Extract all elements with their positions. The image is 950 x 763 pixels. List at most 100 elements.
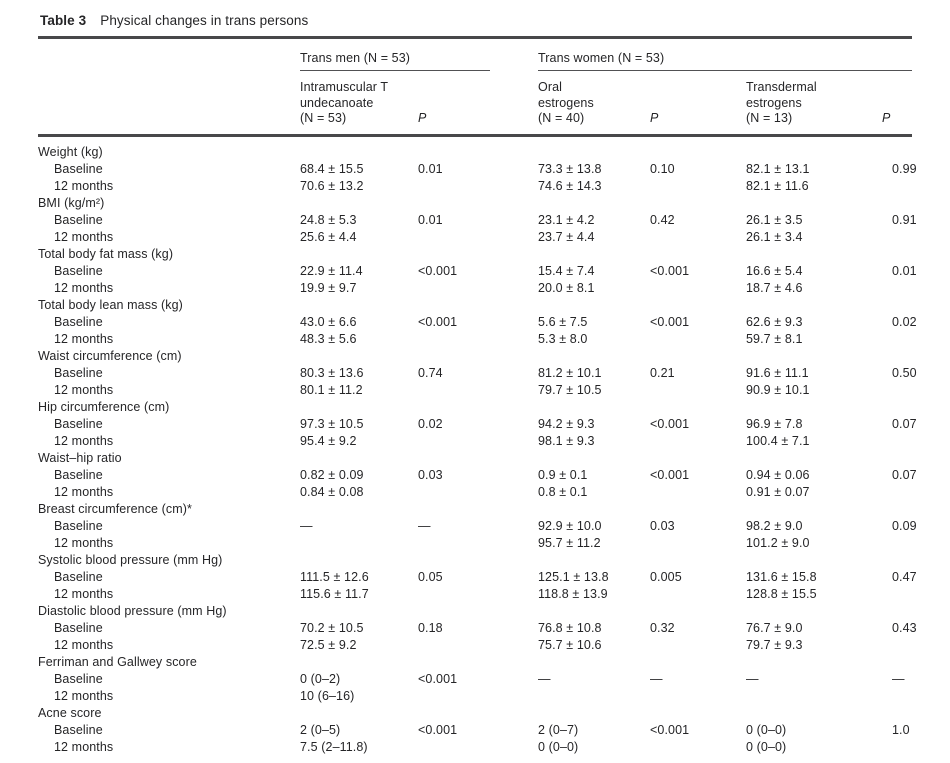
value-cell: 24.8 ± 5.3 bbox=[300, 212, 357, 227]
section-label: Total body fat mass (kg) bbox=[38, 246, 174, 261]
row-label: Baseline bbox=[54, 161, 103, 176]
group-header-row: Trans men (N = 53) Trans women (N = 53) bbox=[38, 38, 913, 72]
p-value-cell bbox=[650, 484, 746, 501]
value-cell bbox=[538, 688, 650, 705]
p-value-cell: 0.99 bbox=[892, 161, 917, 176]
table-row: Baseline 68.4 ± 15.5 0.01 73.3 ± 13.8 0.10 82… bbox=[38, 161, 917, 178]
section-label-row: Waist–hip ratio bbox=[38, 450, 912, 467]
section-label: Hip circumference (cm) bbox=[38, 399, 170, 414]
column-header-im-t-undecanoate: Intramuscular T undecanoate (N = 53) bbox=[300, 71, 418, 137]
row-label: 12 months bbox=[54, 433, 114, 448]
section-label: Systolic blood pressure (mm Hg) bbox=[38, 552, 223, 567]
value-cell: 73.3 ± 13.8 bbox=[538, 161, 602, 176]
p-value-cell: 0.05 bbox=[418, 569, 443, 584]
p-value-cell bbox=[882, 433, 912, 450]
value-cell: 72.5 ± 9.2 bbox=[300, 637, 357, 652]
p-value-cell bbox=[418, 280, 538, 297]
value-cell: 0 (0–2) bbox=[300, 671, 341, 686]
table-row: Baseline 43.0 ± 6.6 <0.001 5.6 ± 7.5 <0.001 6… bbox=[38, 314, 917, 331]
p-value-cell: 0.91 bbox=[892, 212, 917, 227]
group-header-spacer bbox=[38, 38, 300, 72]
section-label: Breast circumference (cm)* bbox=[38, 501, 193, 516]
p-value-cell: — bbox=[650, 671, 663, 686]
section-label-row: Systolic blood pressure (mm Hg) bbox=[38, 552, 912, 569]
value-cell: 91.6 ± 11.1 bbox=[746, 365, 809, 380]
value-cell: 48.3 ± 5.6 bbox=[300, 331, 357, 346]
value-cell: 92.9 ± 10.0 bbox=[538, 518, 602, 533]
p-value-cell bbox=[650, 739, 746, 763]
row-label: 12 months bbox=[54, 229, 114, 244]
row-label: 12 months bbox=[54, 382, 114, 397]
value-cell: 79.7 ± 9.3 bbox=[746, 637, 803, 652]
value-cell: 80.1 ± 11.2 bbox=[300, 382, 363, 397]
value-cell: 98.1 ± 9.3 bbox=[538, 433, 595, 448]
value-cell: 26.1 ± 3.5 bbox=[746, 212, 803, 227]
value-cell: 0.91 ± 0.07 bbox=[746, 484, 810, 499]
value-cell: 96.9 ± 7.8 bbox=[746, 416, 803, 431]
value-cell: 76.7 ± 9.0 bbox=[746, 620, 803, 635]
table-row: Baseline 2 (0–5) <0.001 2 (0–7) <0.001 0 (0–0… bbox=[38, 722, 912, 739]
p-value-cell bbox=[650, 331, 746, 348]
table-row: 12 months 10 (6–16) bbox=[38, 688, 912, 705]
value-cell: 20.0 ± 8.1 bbox=[538, 280, 595, 295]
row-label: 12 months bbox=[54, 331, 114, 346]
p-value-cell bbox=[882, 739, 912, 763]
p-value-cell: 0.02 bbox=[892, 314, 917, 329]
p-value-cell: 0.47 bbox=[892, 569, 917, 584]
p-value-cell: 0.03 bbox=[418, 467, 443, 482]
value-cell: 82.1 ± 11.6 bbox=[746, 178, 809, 193]
value-cell: 2 (0–5) bbox=[300, 722, 341, 737]
table-row: Baseline 111.5 ± 12.6 0.05 125.1 ± 13.8 0.00… bbox=[38, 569, 917, 586]
value-cell: 75.7 ± 10.6 bbox=[538, 637, 602, 652]
p-value-cell bbox=[418, 535, 538, 552]
value-cell: 90.9 ± 10.1 bbox=[746, 382, 810, 397]
row-label: Baseline bbox=[54, 365, 103, 380]
table-row: 12 months 72.5 ± 9.2 75.7 ± 10.6 79.7 ± 9.3 bbox=[38, 637, 912, 654]
section-label: Waist circumference (cm) bbox=[38, 348, 182, 363]
value-cell: 43.0 ± 6.6 bbox=[300, 314, 357, 329]
p-value-cell bbox=[882, 586, 912, 603]
p-value-cell bbox=[882, 331, 912, 348]
value-cell: — bbox=[538, 671, 551, 686]
p-value-cell: 0.09 bbox=[892, 518, 917, 533]
p-value-cell: 0.74 bbox=[418, 365, 443, 380]
value-cell: 115.6 ± 11.7 bbox=[300, 586, 369, 601]
column-header-spacer bbox=[38, 71, 300, 137]
value-cell: 19.9 ± 9.7 bbox=[300, 280, 357, 295]
value-cell: 131.6 ± 15.8 bbox=[746, 569, 817, 584]
p-value-cell: <0.001 bbox=[418, 314, 458, 329]
value-cell: 128.8 ± 15.5 bbox=[746, 586, 817, 601]
row-label: Baseline bbox=[54, 416, 103, 431]
table-row: 12 months 7.5 (2–11.8) 0 (0–0) 0 (0–0) bbox=[38, 739, 912, 763]
p-value-cell bbox=[650, 229, 746, 246]
section-label: Weight (kg) bbox=[38, 144, 103, 159]
value-cell: 70.2 ± 10.5 bbox=[300, 620, 364, 635]
group-header-trans-women-label: Trans women (N = 53) bbox=[538, 51, 913, 71]
value-cell: 81.2 ± 10.1 bbox=[538, 365, 602, 380]
group-header-trans-men: Trans men (N = 53) bbox=[300, 38, 538, 71]
section-label: BMI (kg/m²) bbox=[38, 195, 105, 210]
table-row: Baseline — — 92.9 ± 10.0 0.03 98.2 ± 9.0 0.09 bbox=[38, 518, 917, 535]
section-label-row: BMI (kg/m²) bbox=[38, 195, 912, 212]
row-label: 12 months bbox=[54, 484, 114, 499]
value-cell: 68.4 ± 15.5 bbox=[300, 161, 364, 176]
p-value-cell bbox=[882, 280, 912, 297]
row-label: Baseline bbox=[54, 518, 103, 533]
value-cell: 79.7 ± 10.5 bbox=[538, 382, 602, 397]
section-label-row: Weight (kg) bbox=[38, 135, 912, 161]
table-title: Physical changes in trans persons bbox=[100, 13, 309, 28]
value-cell: — bbox=[300, 518, 313, 533]
column-header-row: Intramuscular T undecanoate (N = 53) P O… bbox=[38, 71, 913, 137]
value-cell: 100.4 ± 7.1 bbox=[746, 433, 810, 448]
section-label: Waist–hip ratio bbox=[38, 450, 122, 465]
section-label-row: Total body lean mass (kg) bbox=[38, 297, 912, 314]
section-label-row: Acne score bbox=[38, 705, 912, 722]
p-value-cell: 0.07 bbox=[892, 467, 917, 482]
p-value-cell: <0.001 bbox=[650, 722, 690, 737]
row-label: Baseline bbox=[54, 314, 103, 329]
p-value-cell: 0.32 bbox=[650, 620, 675, 635]
p-value-cell bbox=[882, 229, 912, 246]
p-value-cell bbox=[418, 637, 538, 654]
section-label-row: Diastolic blood pressure (mm Hg) bbox=[38, 603, 912, 620]
